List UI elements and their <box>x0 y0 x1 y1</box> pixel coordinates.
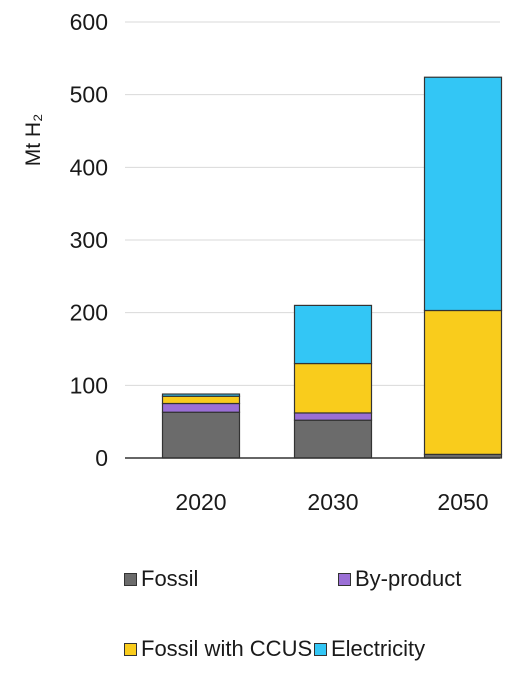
bar-segment <box>293 362 373 414</box>
legend-swatch <box>314 642 327 656</box>
bar-segment <box>293 419 373 459</box>
legend-item: Fossil <box>124 566 198 592</box>
y-tick-labels: 0 100 200 300 400 500 600 <box>70 9 108 471</box>
bar-segment <box>161 402 241 413</box>
y-tick-label: 300 <box>70 227 108 253</box>
x-tick-labels: 2020 2030 2050 <box>175 489 488 515</box>
legend-item: By-product <box>338 566 461 592</box>
legend-item: Electricity <box>314 636 425 662</box>
bar-segment <box>423 309 503 455</box>
x-tick-label: 2030 <box>307 489 358 515</box>
y-tick-label: 200 <box>70 300 108 326</box>
x-tick-label: 2050 <box>437 489 488 515</box>
y-tick-label: 400 <box>70 154 108 180</box>
legend-swatch <box>124 572 137 586</box>
y-tick-label: 600 <box>70 9 108 35</box>
legend-item: Fossil with CCUS <box>124 636 312 662</box>
legend-label: Electricity <box>331 636 426 661</box>
x-tick-label: 2020 <box>175 489 226 515</box>
y-tick-label: 100 <box>70 372 108 398</box>
bar-segment <box>293 412 373 421</box>
y-axis-label: Mt H₂ <box>22 114 45 166</box>
y-tick-label: 0 <box>95 445 108 471</box>
bar-segment <box>423 76 503 312</box>
bars <box>161 76 503 459</box>
bar-segment <box>161 393 241 397</box>
legend-label: Fossil <box>141 566 199 591</box>
legend-label: By-product <box>355 566 462 591</box>
legend-label: Fossil with CCUS <box>141 636 313 661</box>
legend-swatch <box>338 572 351 586</box>
bar-segment <box>161 395 241 405</box>
bar-segment <box>293 304 373 365</box>
legend-swatch <box>124 642 137 656</box>
bar-segment <box>161 411 241 459</box>
y-tick-label: 500 <box>70 82 108 108</box>
